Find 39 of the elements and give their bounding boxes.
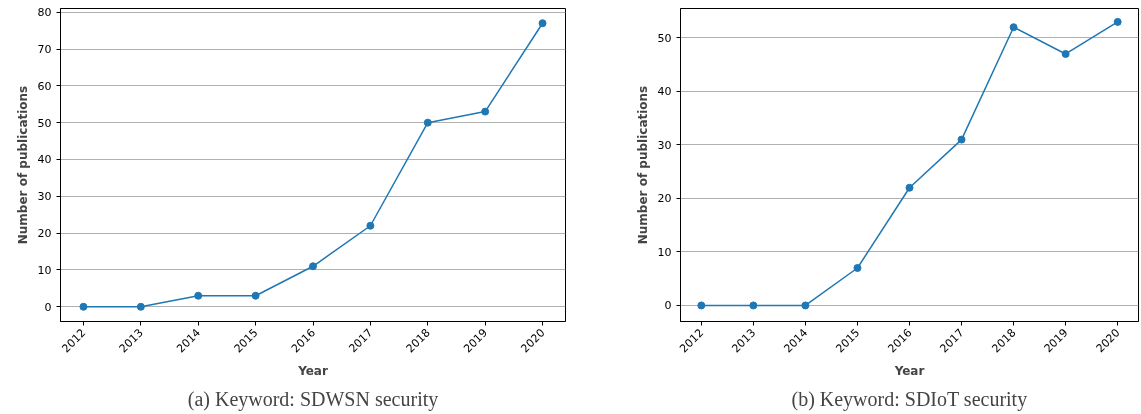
- y-tick-label: 70: [37, 43, 52, 57]
- point: [957, 135, 966, 144]
- y-tick-label: 50: [37, 116, 52, 130]
- point: [251, 291, 260, 300]
- y-tick-label: 20: [37, 227, 52, 241]
- y-axis-title: Number of publications: [635, 85, 650, 245]
- point: [1061, 49, 1070, 58]
- text: (a) Keyword: SDWSN security: [187, 387, 439, 411]
- point: [697, 301, 706, 310]
- point: [853, 264, 862, 272]
- point: [1113, 17, 1122, 26]
- point: [905, 183, 914, 192]
- point: [194, 291, 203, 300]
- y-tick-label: 60: [37, 79, 52, 93]
- y-tick-label: 30: [37, 190, 52, 204]
- point: [538, 19, 547, 28]
- point: [366, 221, 375, 230]
- point: [801, 301, 810, 310]
- x-axis-title: Year: [893, 363, 925, 378]
- point: [749, 301, 758, 310]
- point: [79, 302, 88, 311]
- x-axis-title: Year: [297, 363, 328, 378]
- y-tick-label: 10: [37, 263, 52, 277]
- y-tick-label: 40: [37, 153, 52, 167]
- y-tick-label: 50: [657, 31, 672, 45]
- point: [423, 118, 432, 127]
- y-tick-label: 10: [657, 245, 672, 259]
- y-axis-title: Number of publications: [15, 85, 30, 245]
- y-tick-label: 80: [37, 6, 52, 20]
- y-tick-label: 30: [657, 138, 672, 152]
- point: [309, 262, 317, 271]
- y-tick-label: 40: [657, 85, 672, 99]
- text: (b) Keyword: SDIoT security: [791, 387, 1028, 411]
- point: [136, 302, 145, 311]
- point: [1009, 23, 1018, 32]
- point: [481, 107, 490, 116]
- y-tick-label: 20: [657, 192, 672, 206]
- y-tick-label: 0: [664, 299, 672, 313]
- y-tick-label: 0: [44, 300, 52, 314]
